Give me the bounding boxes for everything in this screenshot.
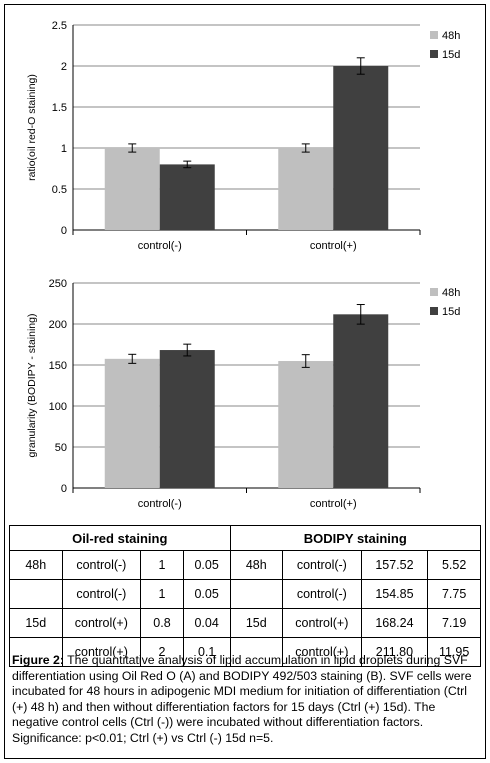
- group-cell: [229, 637, 284, 667]
- condition-cell: control(+): [282, 608, 362, 638]
- bar-15d: [159, 350, 215, 488]
- bodipy-header: BODIPY staining: [229, 525, 481, 551]
- x-category-label: control(-): [138, 240, 182, 252]
- bar-15d: [333, 66, 389, 230]
- condition-cell: control(+): [61, 637, 142, 667]
- error-cell: 11.95: [427, 637, 481, 667]
- bar-48h: [278, 148, 334, 230]
- bodipy-chart: 0 50 100 150 200 250 granularity (BODIPY - sta…: [26, 278, 460, 510]
- bar-15d: [159, 164, 215, 230]
- y-axis-label: granularity (BODIPY - staining): [26, 314, 38, 458]
- group-cell: 15d: [229, 608, 284, 638]
- y-tick-label: 50: [55, 442, 67, 454]
- value-cell: 154.85: [360, 579, 429, 609]
- condition-cell: control(-): [282, 550, 362, 580]
- bar-48h: [278, 361, 334, 488]
- value-cell: 211.80: [360, 637, 429, 667]
- value-cell: 0.8: [140, 608, 184, 638]
- value-cell: 168.24: [360, 608, 429, 638]
- y-tick-label: 200: [49, 319, 67, 331]
- y-tick-label: 1: [61, 143, 67, 155]
- legend-label-15d: 15d: [442, 49, 460, 61]
- group-cell: [9, 579, 63, 609]
- y-tick-label: 2.5: [52, 20, 67, 32]
- table-row: control(-) 1 0.05 control(-) 154.85 7.75: [9, 579, 481, 609]
- y-tick-label: 0: [61, 225, 67, 237]
- value-cell: 1: [140, 579, 184, 609]
- legend-label-15d: 15d: [442, 306, 460, 318]
- bar-15d: [333, 314, 389, 488]
- figure-frame: [4, 4, 486, 759]
- y-axis-label: ratio(oil red-O staining): [26, 74, 38, 181]
- oil-red-header: Oil-red staining: [9, 525, 231, 551]
- y-tick-label: 0: [61, 483, 67, 495]
- x-category-label: control(+): [310, 240, 357, 252]
- y-tick-label: 2: [61, 61, 67, 73]
- y-tick-label: 100: [49, 401, 67, 413]
- error-cell: 0.04: [182, 608, 231, 638]
- y-tick-label: 0.5: [52, 184, 67, 196]
- group-cell: 15d: [9, 608, 63, 638]
- results-table: Oil-red staining BODIPY staining 48h con…: [9, 525, 481, 667]
- figure-caption: Figure 2: The quantitative analysis of l…: [12, 653, 478, 747]
- oil-red-chart: 0 0.5 1 1.5 2 2.5 ratio(oil red-O staining) con…: [26, 20, 460, 252]
- legend-swatch-15d: [430, 307, 438, 315]
- x-category-label: control(+): [310, 498, 357, 510]
- error-cell: 0.1: [182, 637, 231, 667]
- group-cell: [229, 579, 284, 609]
- table-row: 48h control(-) 1 0.05 48h control(-) 157…: [9, 550, 481, 580]
- error-cell: 7.19: [427, 608, 481, 638]
- legend-label-48h: 48h: [442, 30, 460, 42]
- y-tick-label: 150: [49, 360, 67, 372]
- value-cell: 157.52: [360, 550, 429, 580]
- condition-cell: control(-): [282, 579, 362, 609]
- bar-48h: [104, 358, 160, 488]
- caption-text: The quantitative analysis of lipid accum…: [12, 653, 472, 745]
- condition-cell: control(+): [61, 608, 142, 638]
- x-category-label: control(-): [138, 498, 182, 510]
- condition-cell: control(-): [61, 579, 142, 609]
- bar-48h: [104, 148, 160, 230]
- y-tick-label: 250: [49, 278, 67, 290]
- legend-swatch-48h: [430, 31, 438, 39]
- caption-label: Figure 2:: [12, 653, 64, 667]
- error-cell: 7.75: [427, 579, 481, 609]
- legend-swatch-15d: [430, 50, 438, 58]
- group-cell: 48h: [9, 550, 63, 580]
- error-cell: 0.05: [182, 550, 231, 580]
- y-tick-label: 1.5: [52, 102, 67, 114]
- legend-label-48h: 48h: [442, 287, 460, 299]
- error-cell: 0.05: [182, 579, 231, 609]
- table-row: control(+) 2 0.1 control(+) 211.80 11.95: [9, 637, 481, 667]
- table-row: 15d control(+) 0.8 0.04 15d control(+) 1…: [9, 608, 481, 638]
- condition-cell: control(+): [282, 637, 362, 667]
- value-cell: 1: [140, 550, 184, 580]
- group-cell: 48h: [229, 550, 284, 580]
- legend-swatch-48h: [430, 288, 438, 296]
- error-cell: 5.52: [427, 550, 481, 580]
- condition-cell: control(-): [61, 550, 142, 580]
